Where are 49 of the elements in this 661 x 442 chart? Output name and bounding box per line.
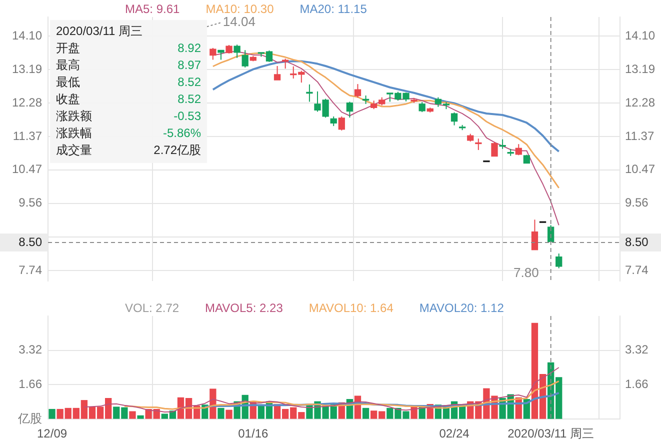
annotation: 2.72亿股: [154, 142, 201, 159]
annotation: 最低: [56, 74, 80, 91]
x-tick-label: 01/16: [238, 426, 268, 441]
text: MA10: 10.30: [206, 2, 274, 16]
y-tick-label: 亿股: [17, 411, 42, 426]
y-tick-label: 14.10: [12, 28, 42, 42]
x-tick-label: 12/09: [37, 426, 68, 441]
annotation: 8.52: [178, 74, 201, 91]
annotation: 涨跌额: [56, 108, 92, 125]
annotation: 开盘: [56, 40, 80, 57]
y-tick-label: 9.56: [18, 196, 42, 210]
y2-tick-label: 3.32: [625, 342, 649, 357]
annotation: 收盘: [56, 91, 80, 108]
text: 8.50: [18, 234, 42, 249]
y2-tick-label: 9.56: [625, 196, 649, 210]
y-tick-label: 3.32: [18, 342, 42, 357]
x-tick-label: 02/24: [439, 426, 470, 441]
annotation: 8.97: [178, 57, 201, 74]
y2-tick-label: 14.10: [625, 28, 656, 42]
annotation: -5.86%: [162, 125, 201, 142]
annotation: -0.53: [174, 108, 201, 125]
text: MAVOL10: 1.64: [308, 301, 394, 315]
annotation: 最高: [56, 57, 80, 74]
annotation: 涨跌幅: [56, 125, 92, 142]
y-tick-label: 13.19: [12, 62, 42, 76]
y-tick-label: 7.74: [18, 262, 42, 277]
annotation: 8.92: [178, 40, 201, 57]
y2-tick-label: 7.74: [625, 262, 649, 277]
text: MAVOL5: 2.23: [205, 301, 283, 315]
y2-tick-label: 1.66: [625, 376, 649, 391]
y-tick-label: 1.66: [18, 376, 42, 391]
y-tick-label: 10.47: [12, 162, 42, 176]
text: MA20: 11.15: [300, 2, 367, 16]
text: MAVOL20: 1.12: [419, 301, 504, 315]
y2-tick-label: 11.37: [625, 129, 654, 144]
y-tick-label: 11.37: [12, 129, 42, 144]
annotation: 2020/03/11 周三: [56, 23, 144, 40]
ref-line-label: 8.50: [625, 234, 649, 249]
x-tick-label: 2020/03/11 周三: [508, 426, 594, 441]
y-tick-label: 12.28: [12, 96, 42, 110]
text: VOL: 2.72: [125, 301, 180, 315]
text: MA5: 9.61: [125, 2, 180, 16]
y2-tick-label: 13.19: [625, 62, 656, 76]
annotation: 7.80: [514, 264, 539, 280]
annotation: 14.04: [222, 14, 256, 30]
annotation: 成交量: [56, 142, 92, 159]
annotation: 8.52: [178, 91, 201, 108]
y2-tick-label: 10.47: [625, 162, 656, 176]
y2-tick-label: 12.28: [625, 96, 656, 110]
